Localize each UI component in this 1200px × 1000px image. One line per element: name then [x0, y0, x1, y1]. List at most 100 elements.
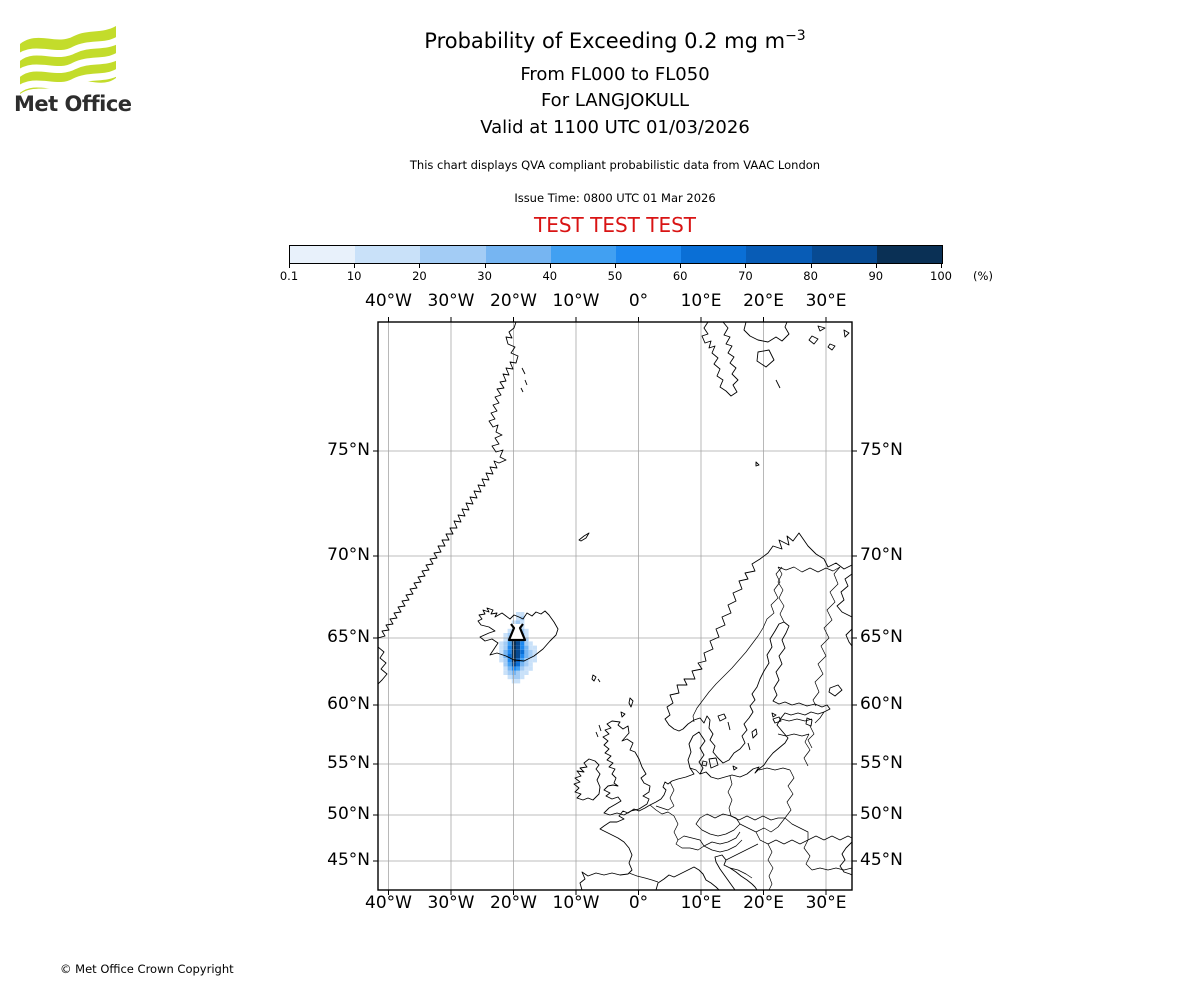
plume-cell [507, 633, 512, 638]
plume-cell [507, 649, 512, 654]
plume-cell [532, 658, 537, 663]
plume-cell [524, 662, 529, 667]
colorbar-tick-mark [549, 264, 551, 268]
border-norway-sweden [692, 566, 783, 723]
plume-cell [520, 658, 525, 663]
border-balkans [725, 843, 774, 890]
longitude-label: 30°E [805, 893, 847, 913]
border-france-spain [628, 872, 659, 883]
colorbar-tick-label: 50 [607, 269, 623, 283]
plume-cell [520, 654, 525, 659]
plume-cell [520, 670, 525, 675]
map-canvas [373, 317, 857, 895]
plume-cell [499, 649, 504, 654]
border-netherlands-belgium-germany [649, 781, 675, 817]
plume-cell [520, 675, 525, 680]
latitude-label: 55°N [860, 753, 903, 773]
plume-cell [532, 645, 537, 650]
logo-wave-icon [15, 36, 120, 61]
colorbar-segment [876, 246, 943, 263]
border-baltics-russia [758, 711, 825, 771]
plume-cell [528, 662, 533, 667]
plume-cell [520, 666, 525, 671]
plume-cell [524, 637, 529, 642]
plume-cell [516, 616, 521, 621]
plume-cell [507, 654, 512, 659]
border-poland-slovakia-hungary [730, 815, 809, 845]
probability-colorbar [289, 245, 943, 264]
plume-cell [499, 654, 504, 659]
border-poland-east [784, 769, 795, 819]
plume-cell [520, 620, 525, 625]
coastline-denmark-islands [701, 757, 738, 771]
ash-probability-plume [499, 612, 537, 684]
latitude-label: 75°N [860, 440, 903, 460]
latitude-label: 70°N [860, 545, 903, 565]
plume-cell [528, 666, 533, 671]
longitude-label: 20°W [490, 893, 537, 913]
latitude-label: 65°N [860, 627, 903, 647]
coastline-black-sea [839, 841, 852, 876]
latitude-label: 60°N [327, 694, 370, 714]
colorbar-tick-mark [810, 264, 812, 268]
latitude-label: 60°N [860, 694, 903, 714]
plume-cell [524, 658, 529, 663]
latitude-label: 55°N [327, 753, 370, 773]
colorbar-segment [355, 246, 421, 263]
border-czechia [695, 813, 741, 837]
plume-cell [507, 662, 512, 667]
copyright-notice: © Met Office Crown Copyright [60, 962, 234, 976]
colorbar-tick-mark [745, 264, 747, 268]
colorbar-segment [420, 246, 486, 263]
plume-cell [503, 670, 508, 675]
longitude-label: 0° [628, 893, 649, 913]
longitude-label: 10°W [552, 893, 600, 913]
graticule-gridlines [378, 322, 852, 890]
plume-cell [524, 666, 529, 671]
plume-cell [516, 666, 521, 671]
issue-time: Issue Time: 0800 UTC 01 Mar 2026 [514, 191, 716, 205]
colorbar-tick-label: 10 [346, 269, 362, 283]
plume-cell [507, 658, 512, 663]
coastline-iceland [477, 607, 559, 662]
plume-cell [511, 654, 516, 659]
coastline-mainland-europe [579, 532, 852, 890]
coastline-faroe-islands [591, 674, 601, 683]
latitude-label: 65°N [327, 627, 370, 647]
plume-cell [507, 645, 512, 650]
plume-cell [503, 633, 508, 638]
border-sweden-finland [777, 566, 785, 623]
latitude-label: 75°N [327, 440, 370, 460]
plume-cell [524, 654, 529, 659]
longitude-label: 30°E [805, 291, 847, 311]
plume-cell [516, 662, 521, 667]
plume-cell [520, 612, 525, 617]
plume-cell [528, 654, 533, 659]
colorbar-tick-mark [875, 264, 877, 268]
plume-cell [524, 645, 529, 650]
plume-cell [524, 670, 529, 675]
colorbar-tick-label: 40 [542, 269, 558, 283]
colorbar-segment [811, 246, 877, 263]
latitude-label: 45°N [860, 850, 903, 870]
plume-cell [520, 662, 525, 667]
plume-cell [516, 620, 521, 625]
longitude-label: 40°W [365, 893, 412, 913]
plume-cell [499, 658, 504, 663]
plume-cell [507, 666, 512, 671]
logo-wave-icon [15, 68, 120, 93]
subtitle-volcano: For LANGJOKULL [540, 90, 690, 111]
coastline-greenland-islands [520, 367, 528, 393]
longitude-label: 30°W [427, 291, 475, 311]
colorbar-tick-mark [289, 264, 290, 268]
border-germany-poland [727, 775, 733, 817]
plume-cell [503, 649, 508, 654]
disclaimer-text: This chart displays QVA compliant probab… [409, 158, 821, 172]
colorbar-unit: (%) [973, 269, 993, 283]
border-austria-italy [703, 831, 743, 853]
plume-cell [503, 637, 508, 642]
plume-cell [532, 654, 537, 659]
latitude-label: 45°N [327, 850, 370, 870]
colorbar-tick-mark [354, 264, 356, 268]
plume-cell [516, 654, 521, 659]
